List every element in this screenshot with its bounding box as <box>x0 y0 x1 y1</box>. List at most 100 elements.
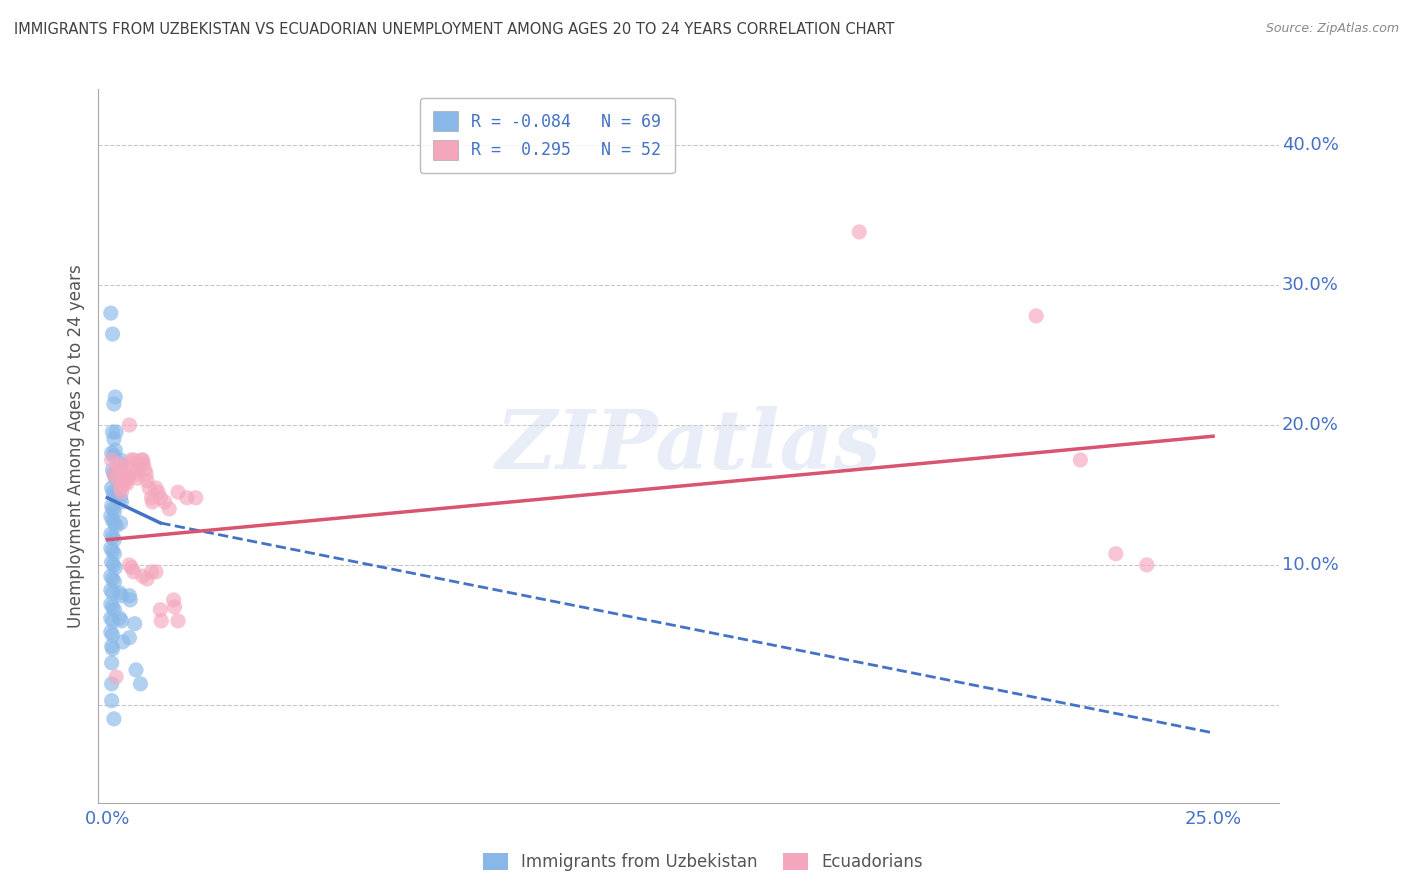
Point <box>110 453 132 467</box>
Text: 20.0%: 20.0% <box>1282 416 1339 434</box>
Point <box>101 544 124 558</box>
Point <box>101 614 124 628</box>
Point <box>110 491 132 505</box>
Point <box>105 491 128 505</box>
Point <box>100 527 122 541</box>
Point <box>118 417 141 432</box>
Point <box>101 425 124 439</box>
Point <box>103 603 125 617</box>
Point <box>1069 453 1091 467</box>
Point <box>101 513 124 527</box>
Point <box>129 457 152 471</box>
Point <box>110 457 132 471</box>
Point <box>1105 547 1128 561</box>
Point <box>105 425 128 439</box>
Point <box>103 467 125 481</box>
Point <box>110 481 132 495</box>
Point <box>103 488 125 502</box>
Point <box>100 555 122 569</box>
Point <box>105 670 128 684</box>
Point <box>104 443 127 458</box>
Point <box>108 463 131 477</box>
Point <box>101 327 124 342</box>
Point <box>134 463 156 477</box>
Point <box>100 508 122 523</box>
Point <box>101 586 124 600</box>
Point <box>149 491 172 505</box>
Point <box>107 457 129 471</box>
Point <box>131 569 153 583</box>
Point <box>103 467 125 481</box>
Point <box>122 453 145 467</box>
Point <box>100 569 122 583</box>
Point <box>167 485 190 500</box>
Point <box>120 593 142 607</box>
Point <box>115 471 138 485</box>
Point <box>115 476 138 491</box>
Point <box>108 586 131 600</box>
Point <box>118 589 141 603</box>
Point <box>131 453 153 467</box>
Point <box>114 467 136 481</box>
Point <box>101 628 124 642</box>
Point <box>1136 558 1159 572</box>
Point <box>103 574 125 589</box>
Point <box>136 474 159 488</box>
Point <box>141 491 163 505</box>
Point <box>111 476 134 491</box>
Point <box>108 611 131 625</box>
Point <box>110 495 132 509</box>
Point <box>105 467 128 481</box>
Point <box>103 397 125 411</box>
Point <box>110 516 132 530</box>
Text: ZIPatlas: ZIPatlas <box>496 406 882 486</box>
Point <box>104 390 127 404</box>
Point <box>149 603 172 617</box>
Point <box>122 457 145 471</box>
Point <box>100 481 122 495</box>
Point <box>153 495 176 509</box>
Point <box>141 565 163 579</box>
Point <box>125 663 148 677</box>
Point <box>150 614 173 628</box>
Point <box>176 491 198 505</box>
Point <box>103 712 125 726</box>
Text: 10.0%: 10.0% <box>1282 556 1339 574</box>
Point <box>135 467 157 481</box>
Point <box>103 505 125 519</box>
Point <box>121 453 143 467</box>
Point <box>104 560 127 574</box>
Point <box>129 677 152 691</box>
Point <box>146 485 169 500</box>
Point <box>162 593 184 607</box>
Point <box>103 449 125 463</box>
Point <box>110 589 132 603</box>
Point <box>100 677 122 691</box>
Point <box>848 225 870 239</box>
Point <box>101 641 124 656</box>
Point <box>127 463 149 477</box>
Point <box>105 471 128 485</box>
Text: 0.0%: 0.0% <box>84 810 129 828</box>
Point <box>110 485 132 500</box>
Point <box>101 463 124 477</box>
Point <box>100 611 122 625</box>
Point <box>101 599 124 614</box>
Point <box>115 467 138 481</box>
Point <box>184 491 207 505</box>
Point <box>124 616 146 631</box>
Point <box>100 693 122 707</box>
Point <box>100 499 122 513</box>
Point <box>101 485 124 500</box>
Point <box>118 558 141 572</box>
Point <box>125 467 148 481</box>
Point <box>122 565 145 579</box>
Text: 25.0%: 25.0% <box>1184 810 1241 828</box>
Legend: Immigrants from Uzbekistan, Ecuadorians: Immigrants from Uzbekistan, Ecuadorians <box>475 845 931 880</box>
Point <box>111 474 134 488</box>
Point <box>103 547 125 561</box>
Point <box>100 306 122 320</box>
Text: IMMIGRANTS FROM UZBEKISTAN VS ECUADORIAN UNEMPLOYMENT AMONG AGES 20 TO 24 YEARS : IMMIGRANTS FROM UZBEKISTAN VS ECUADORIAN… <box>14 22 894 37</box>
Point <box>1025 309 1047 323</box>
Text: 40.0%: 40.0% <box>1282 136 1339 154</box>
